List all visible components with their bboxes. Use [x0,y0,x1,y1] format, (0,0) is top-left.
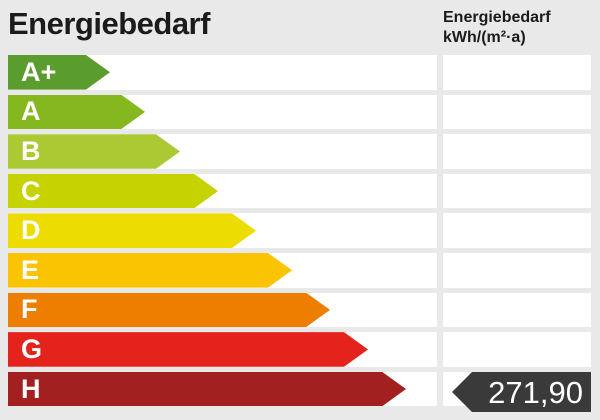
class-label: B [21,135,41,166]
unit-header: Energiebedarf kWh/(m²·a) [443,8,551,48]
scale-band: F [8,292,437,328]
class-arrow: C [8,174,218,209]
class-arrow: B [8,134,180,169]
unit-header-line2: kWh/(m²·a) [443,29,526,46]
class-arrow: A+ [8,55,110,90]
scale-row-h: H 271,90 [8,371,591,413]
class-arrow: G [8,332,368,367]
scale-band: G [8,332,437,367]
scale-row-a-plus: A+ [8,55,591,90]
value-cell [443,252,591,288]
class-arrow: E [8,253,292,288]
value-cell [443,213,591,248]
class-label: E [21,254,40,285]
class-label: F [21,294,38,325]
class-label: D [21,215,41,246]
value-badge: 271,90 [452,372,591,413]
scale-band: A+ [8,55,437,90]
energy-scale-rows: A+ A B C [8,55,591,413]
scale-band: E [8,252,437,288]
scale-row-c: C [8,173,591,209]
class-arrow: D [8,213,256,248]
value-cell [443,292,591,328]
scale-row-g: G [8,332,591,367]
class-label: H [21,373,41,404]
scale-band: C [8,173,437,209]
class-label: A+ [21,56,57,87]
unit-header-line1: Energiebedarf [443,9,551,26]
page-title: Energiebedarf [8,6,210,41]
scale-band: D [8,213,437,248]
scale-band: B [8,134,437,169]
value-cell [443,55,591,90]
value-cell [443,134,591,169]
value-text: 271,90 [488,374,583,410]
scale-row-f: F [8,292,591,328]
scale-row-b: B [8,134,591,169]
scale-row-a: A [8,94,591,130]
class-label: A [21,96,41,127]
value-cell [443,94,591,130]
scale-row-d: D [8,213,591,248]
class-label: G [21,333,43,364]
scale-row-e: E [8,252,591,288]
class-arrow: H [8,372,406,407]
class-arrow: F [8,293,330,328]
value-cell: 271,90 [443,371,591,413]
class-label: C [21,175,41,206]
scale-band: H [8,371,437,407]
value-cell [443,173,591,209]
value-cell [443,332,591,367]
class-arrow: A [8,95,145,130]
scale-band: A [8,94,437,130]
